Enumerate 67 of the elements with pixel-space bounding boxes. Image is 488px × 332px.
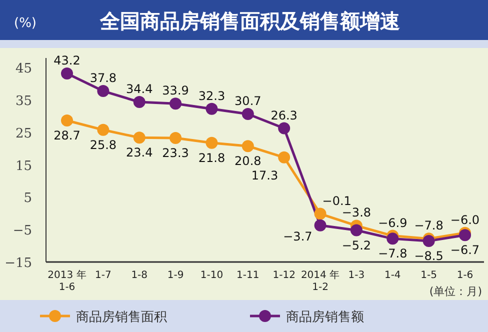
x-tick-label: 1-7 — [95, 270, 112, 281]
point — [170, 132, 182, 144]
data-label: 26.3 — [270, 108, 298, 122]
x-axis-title: (单位：月) — [429, 285, 482, 298]
point — [133, 132, 146, 144]
data-label: 25.8 — [90, 138, 117, 152]
data-label: −3.7 — [283, 229, 312, 244]
point — [242, 108, 254, 120]
legend-label: 商品房销售面积 — [76, 309, 167, 325]
x-tick-label: 1-6 — [456, 270, 474, 281]
data-label: 21.8 — [198, 150, 226, 165]
data-label: 30.7 — [234, 94, 262, 108]
y-tick-label: 5 — [24, 191, 32, 206]
x-tick-label: 1-9 — [167, 270, 184, 281]
x-tick-label: 1-12 — [272, 270, 296, 281]
data-label: 43.2 — [54, 54, 80, 68]
data-label: 28.7 — [54, 128, 80, 142]
y-axis-title: (%) — [14, 16, 36, 31]
x-tick-label: 2014 年 1-2 — [300, 269, 340, 293]
chart-title: 全国商品房销售面积及销售额增速 — [99, 9, 400, 33]
point — [278, 122, 290, 134]
x-tick-label: 2013 年 1-6 — [48, 269, 86, 293]
point — [61, 68, 73, 80]
y-tick-label: 25 — [15, 126, 32, 142]
point — [386, 232, 399, 245]
data-label: −5.2 — [342, 238, 372, 252]
point — [170, 98, 182, 110]
y-tick-label: −5 — [12, 224, 32, 239]
point — [206, 136, 218, 149]
data-label: −7.8 — [414, 218, 444, 233]
point — [97, 85, 110, 98]
point — [314, 219, 326, 232]
x-tick-label: 1-10 — [200, 270, 224, 281]
data-label: 33.9 — [162, 84, 189, 98]
point — [350, 224, 362, 236]
x-tick-label: 1-8 — [131, 270, 148, 281]
data-label: −0.1 — [322, 194, 352, 208]
point — [97, 124, 110, 136]
point — [61, 114, 73, 126]
data-label: −7.8 — [378, 246, 408, 261]
y-tick-label: 35 — [15, 94, 32, 110]
point — [314, 208, 326, 220]
data-label: 17.3 — [251, 168, 278, 182]
x-tick-label: 1-5 — [420, 270, 437, 281]
x-tick-label: 1-11 — [236, 270, 260, 281]
y-tick-label: 45 — [15, 62, 32, 77]
data-label: 20.8 — [234, 154, 262, 168]
data-label: −6.0 — [450, 212, 480, 227]
data-label: 34.4 — [126, 82, 153, 96]
data-label: 23.3 — [162, 146, 189, 160]
y-tick-label: −15 — [4, 256, 32, 271]
point — [459, 229, 471, 242]
point — [206, 102, 218, 115]
x-tick-label: 1-4 — [384, 270, 401, 281]
y-tick-label: 15 — [15, 158, 32, 174]
point — [242, 140, 254, 152]
data-label: −3.8 — [342, 206, 372, 220]
data-label: 37.8 — [90, 71, 117, 86]
data-label: −8.5 — [414, 248, 444, 263]
x-tick-label: 1-3 — [348, 270, 365, 281]
data-label: −6.9 — [378, 216, 408, 230]
data-label: 23.4 — [126, 146, 153, 160]
legend-label: 商品房销售额 — [286, 309, 364, 325]
data-label: −6.7 — [450, 243, 480, 258]
data-label: 32.3 — [198, 88, 226, 103]
point — [133, 96, 146, 108]
point — [278, 151, 290, 164]
